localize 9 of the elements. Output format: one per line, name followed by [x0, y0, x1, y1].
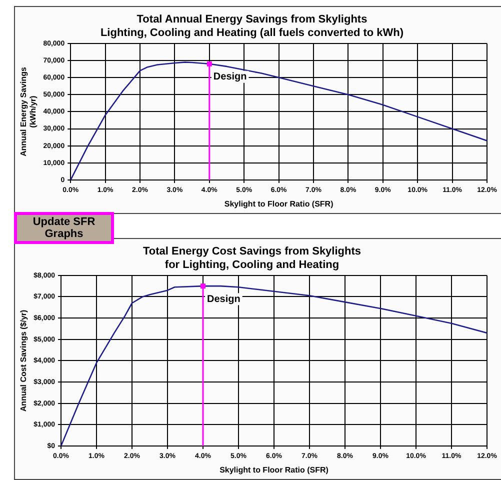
x-axis-title: Skylight to Floor Ratio (SFR) — [224, 199, 334, 208]
y-axis-title: Annual Cost Savings ($/yr) — [19, 309, 28, 412]
update-button: Update SFR Graphs — [14, 212, 114, 244]
chart-title: Total Annual Energy Savings from Skylights Lighting, Cooling and Heating (all fuels converted to kWh) — [100, 14, 404, 39]
ref-line-label: Design — [207, 294, 240, 305]
y-axis-title: Annual Energy Savings (kWh/yr) — [19, 66, 38, 156]
x-axis-title: Skylight to Floor Ratio (SFR) — [220, 465, 329, 474]
ref-line-label: Design — [213, 72, 247, 83]
chart-title: Total Energy Cost Savings from Skylights for Lighting, Cooling and Heating — [142, 246, 362, 271]
